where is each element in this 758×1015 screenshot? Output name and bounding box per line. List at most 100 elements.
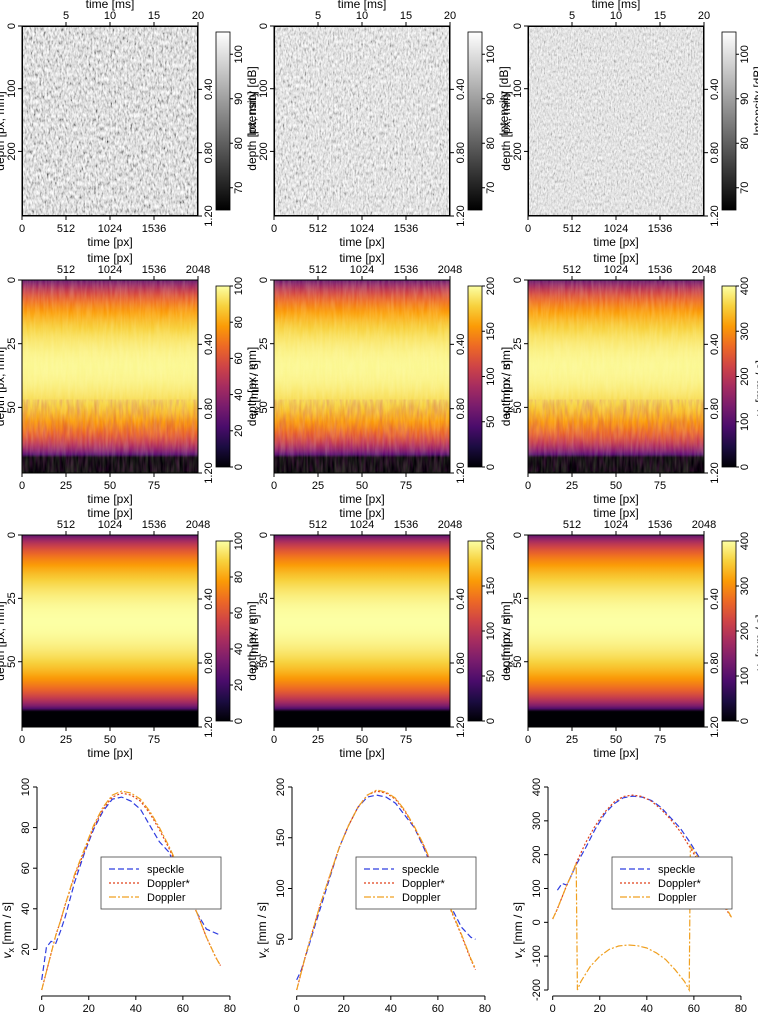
top-tick-label: 1536 [142, 519, 166, 531]
left-tick-label: 25 [6, 338, 18, 350]
bmode-image [274, 26, 450, 216]
right-tick-label: 1.20 [455, 716, 467, 737]
top-tick-label: 1536 [142, 264, 166, 276]
top-axis-title: time [px] [87, 251, 132, 265]
top-tick-label: 1536 [394, 519, 418, 531]
left-axis-title: depth [px, mm] [499, 347, 513, 426]
right-tick-label: 0.80 [455, 652, 467, 673]
colorbar-tick-label: 20 [233, 679, 245, 691]
legend-entry: Doppler* [147, 878, 191, 890]
plot-frame [21, 534, 199, 728]
bmode-image [528, 26, 704, 216]
vx-subscript: x [253, 406, 263, 411]
colorbar-tick-label: 80 [739, 137, 751, 149]
colorbar-title: vx [mm / s] [247, 360, 263, 417]
top-tick-label: 10 [610, 10, 622, 22]
left-axis-title: depth [px, mm] [0, 91, 7, 170]
left-tick-label: 25 [512, 592, 524, 604]
colorbar-tick-label: 80 [233, 571, 245, 583]
x-tick-label: 80 [224, 1003, 236, 1015]
colorbar-tick-label: 80 [485, 137, 497, 149]
right-tick-label: 1.20 [203, 205, 215, 226]
legend-entry: Doppler [402, 892, 441, 904]
colorbar-tick-label: 100 [739, 667, 751, 685]
left-tick-label: 200 [6, 142, 18, 160]
left-tick-label: 0 [6, 532, 18, 538]
bottom-axis-title: time [px] [339, 492, 384, 506]
left-tick-label: 0 [512, 532, 524, 538]
top-tick-label: 5 [63, 10, 69, 22]
colorbar-tick-label: 0 [233, 464, 245, 470]
vx-symbol: v [247, 410, 261, 417]
x-tick-label: 20 [83, 1003, 95, 1015]
bottom-tick-label: 50 [356, 480, 368, 492]
left-tick-label: 200 [512, 142, 524, 160]
vx-unit: [mm / s] [511, 902, 525, 948]
vx-subscript: x [6, 948, 16, 953]
colorbar-tick-label: 50 [485, 416, 497, 428]
x-tick-label: 0 [39, 1003, 45, 1015]
top-tick-label: 1024 [604, 519, 628, 531]
left-tick-label: 0 [6, 277, 18, 283]
colorbar-tick-label: 300 [739, 322, 751, 340]
bottom-tick-label: 75 [400, 480, 412, 492]
vx-unit: [mm / s] [255, 902, 269, 948]
colorbar-tick-label: 80 [233, 137, 245, 149]
colorbar-tick-label: 0 [233, 718, 245, 724]
x-tick-label: 80 [735, 1003, 747, 1015]
vx-subscript: x [253, 660, 263, 665]
x-tick-label: 40 [641, 1003, 653, 1015]
y-axis-title: vx [mm / s] [255, 902, 271, 959]
top-tick-label: 1024 [350, 264, 374, 276]
right-tick-label: 0.40 [455, 334, 467, 355]
legend-entry: speckle [147, 864, 184, 876]
y-tick-label: 80 [20, 821, 32, 833]
left-tick-label: 100 [258, 80, 270, 98]
bottom-tick-label: 0 [525, 734, 531, 746]
colorbar-title: Intensity [dB] [245, 66, 259, 135]
top-tick-label: 2048 [692, 519, 716, 531]
x-tick-label: 60 [432, 1003, 444, 1015]
colorbar [467, 31, 483, 211]
bottom-axis-title: time [px] [87, 746, 132, 760]
left-tick-label: 0 [258, 532, 270, 538]
left-tick-label: 25 [6, 592, 18, 604]
colorbar-title: Intensity [dB] [497, 66, 511, 135]
plot-frame [22, 26, 198, 216]
vx-unit: [mm / s] [499, 360, 513, 406]
plot-frame [21, 279, 199, 474]
left-axis-title: depth [px, mm] [499, 601, 513, 680]
colorbar-tick-label: 100 [485, 367, 497, 385]
plot-frame [273, 534, 451, 728]
y-tick-label: 0 [531, 919, 543, 925]
bottom-axis-title: time [px] [339, 746, 384, 760]
bottom-tick-label: 512 [563, 223, 581, 235]
left-tick-label: 25 [258, 338, 270, 350]
vx-symbol: v [511, 952, 525, 959]
top-tick-label: 1024 [604, 264, 628, 276]
speckle-vx-1: 512 1024 1536 2048 time [px] 0 25 50 75 time [px]… [0, 251, 263, 506]
top-tick-label: 2048 [438, 519, 462, 531]
colorbar-title: vx [mm / s] [499, 615, 515, 672]
bottom-tick-label: 0 [19, 734, 25, 746]
colorbar-tick-label: 100 [233, 277, 245, 295]
bottom-tick-label: 25 [566, 734, 578, 746]
velocity-image [22, 535, 198, 727]
bottom-tick-label: 0 [19, 480, 25, 492]
top-tick-label: 1536 [648, 519, 672, 531]
right-tick-label: 0.40 [709, 334, 721, 355]
profile-1: 02040608020406080100depth [px]vx [mm / s… [0, 778, 236, 1015]
top-axis-title: time [px] [339, 251, 384, 265]
bottom-tick-label: 50 [104, 734, 116, 746]
left-axis-title: depth [px, mm] [499, 91, 513, 170]
colorbar-tick-label: 70 [739, 182, 751, 194]
x-tick-label: 40 [130, 1003, 142, 1015]
top-tick-label: 20 [698, 10, 710, 22]
top-tick-label: 512 [563, 519, 581, 531]
right-tick-label: 0.80 [709, 398, 721, 419]
series-line-doppler [41, 790, 222, 991]
left-axis-title: depth [px, mm] [0, 601, 7, 680]
left-tick-label: 50 [512, 401, 524, 413]
bottom-tick-label: 50 [610, 480, 622, 492]
bottom-tick-label: 75 [148, 480, 160, 492]
